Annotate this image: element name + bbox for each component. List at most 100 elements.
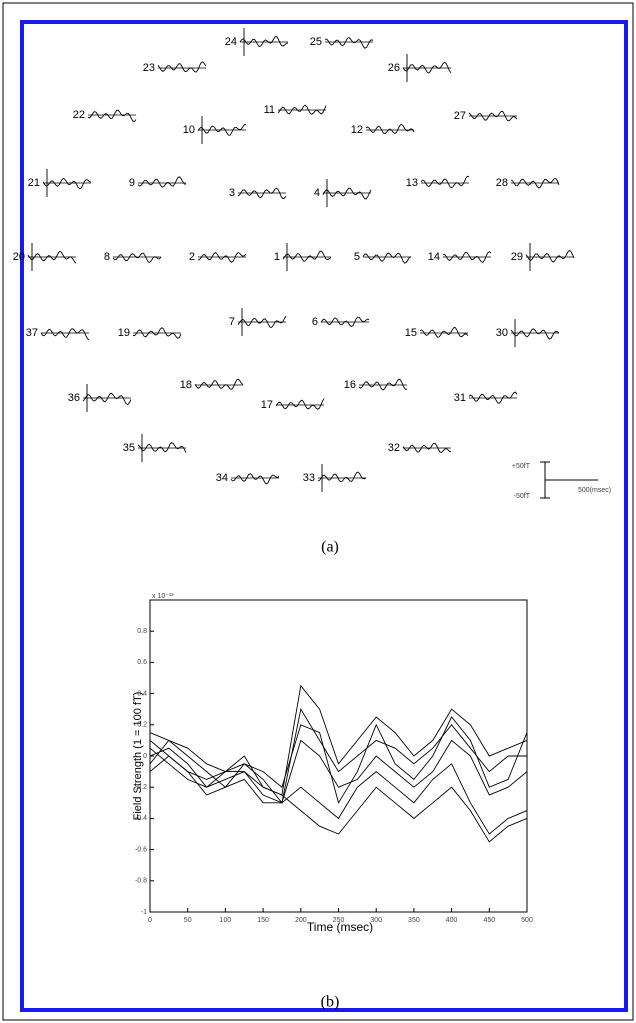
channel-label: 26 [388, 62, 400, 74]
y-tick-label: -1 [141, 909, 147, 916]
y-axis-label: Field Strength (1 = 100 fT) [132, 692, 144, 821]
y-tick-label: 0.4 [137, 690, 147, 697]
channel-waveform [82, 393, 132, 406]
channel-waveform [420, 175, 470, 189]
x-tick-label: 400 [446, 917, 458, 924]
data-line [149, 732, 528, 843]
scale-bottom-label: -50fT [514, 493, 531, 500]
channel-label: 24 [225, 36, 237, 48]
channel-label: 22 [73, 109, 85, 121]
y-tick-label: 0 [143, 753, 147, 760]
channel-waveform [137, 176, 187, 188]
channel-waveform [277, 104, 327, 115]
channel-label: 35 [123, 442, 135, 454]
x-tick-label: 100 [220, 917, 232, 924]
channel-waveform [194, 378, 244, 390]
x-tick-label: 450 [483, 917, 495, 924]
channel-waveform [317, 471, 367, 483]
channel-waveform [365, 123, 415, 135]
channel-waveform [324, 36, 374, 49]
data-line [149, 739, 528, 804]
channel-waveform [40, 328, 90, 341]
channel-label: 21 [28, 177, 40, 189]
channel-waveform [230, 473, 280, 485]
x-tick-label: 300 [370, 917, 382, 924]
channel-waveform [402, 61, 452, 74]
channel-label: 33 [303, 472, 315, 484]
scale-top-label: +50fT [512, 463, 531, 470]
channel-waveform [197, 252, 247, 263]
channel-label: 6 [312, 316, 318, 328]
data-line [149, 707, 527, 804]
channel-label: 7 [229, 316, 235, 328]
x-axis-label: Time (msec) [307, 920, 373, 934]
channel-waveform [510, 328, 560, 340]
channel-waveform [237, 187, 287, 200]
x-tick-label: 500 [521, 917, 533, 924]
channel-label: 23 [143, 62, 155, 74]
channel-waveform [419, 327, 469, 338]
channel-label: 30 [496, 327, 508, 339]
channel-waveform [197, 124, 247, 136]
channel-label: 19 [118, 327, 130, 339]
channel-label: 8 [104, 251, 110, 263]
channel-waveform [27, 250, 77, 264]
channel-waveform [42, 177, 92, 190]
channel-waveform [239, 36, 289, 48]
channel-waveform [237, 315, 287, 328]
channel-waveform [282, 250, 332, 262]
channel-label: 14 [428, 251, 440, 263]
channel-label: 16 [344, 379, 356, 391]
channel-label: 25 [310, 36, 322, 48]
channel-label: 37 [26, 327, 38, 339]
caption-b: (b) [321, 994, 340, 1011]
channel-label: 5 [354, 251, 360, 263]
y-tick-label: 0.6 [137, 659, 147, 666]
y-tick-label: 0.8 [137, 628, 147, 635]
channel-label: 28 [496, 177, 508, 189]
y-tick-label: -0.6 [135, 846, 147, 853]
scale-bar [540, 461, 598, 499]
channel-label: 13 [406, 177, 418, 189]
x-tick-label: 250 [333, 917, 345, 924]
channel-waveform [87, 109, 137, 123]
channel-waveform [275, 398, 325, 410]
data-line [149, 716, 528, 804]
blue-border [20, 20, 628, 1012]
channel-waveform [322, 187, 372, 200]
channel-waveform [157, 61, 207, 73]
scale-time-label: 500(msec) [578, 487, 611, 494]
y-tick-label: 0.2 [137, 722, 147, 729]
channel-waveform [358, 378, 408, 391]
channel-label: 18 [180, 379, 192, 391]
channel-label: 1 [274, 251, 280, 263]
y-tick-label: -0.2 [135, 784, 147, 791]
y-tick-label: -0.8 [135, 878, 147, 885]
x-tick-label: 50 [184, 917, 192, 924]
channel-label: 17 [261, 399, 273, 411]
channel-label: 10 [183, 124, 195, 136]
channel-label: 34 [216, 472, 228, 484]
caption-a: (a) [321, 539, 339, 556]
y-tick-label: -0.4 [135, 815, 147, 822]
channel-label: 32 [388, 442, 400, 454]
x-tick-label: 350 [408, 917, 420, 924]
channel-label: 31 [454, 392, 466, 404]
channel-label: 9 [129, 177, 135, 189]
channel-label: 29 [511, 251, 523, 263]
channel-label: 20 [13, 251, 25, 263]
channel-label: 2 [189, 251, 195, 263]
channel-label: 27 [454, 110, 466, 122]
channel-waveform [525, 249, 575, 263]
channel-waveform [362, 252, 412, 264]
x-tick-label: 150 [257, 917, 269, 924]
channel-waveform [320, 316, 370, 328]
x-tick-label: 200 [295, 917, 307, 924]
data-line [149, 739, 528, 835]
channel-label: 36 [68, 392, 80, 404]
x-tick-label: 0 [148, 917, 152, 924]
channel-label: 4 [314, 187, 320, 199]
exponent-label: x 10⁻¹³ [152, 593, 174, 600]
